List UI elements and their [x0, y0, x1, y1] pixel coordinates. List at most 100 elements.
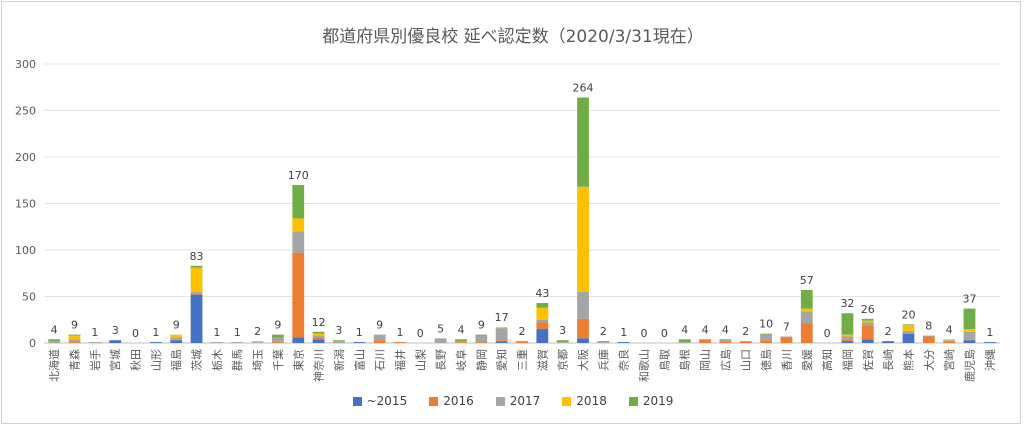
bar-segment: [861, 320, 874, 323]
total-data-label: 1: [396, 326, 403, 339]
bar-segment: [292, 252, 305, 338]
x-tick-label: 富山: [352, 349, 366, 371]
bar-segment: [536, 307, 549, 320]
bar-segment: [48, 341, 61, 343]
bar-segment: [780, 336, 793, 338]
x-tick-label: 徳島: [759, 349, 773, 371]
bar-segment: [455, 341, 467, 343]
bar-segment: [251, 341, 264, 343]
total-data-label: 5: [437, 322, 444, 335]
x-tick-label: 石川: [374, 349, 387, 371]
legend-swatch: [562, 396, 572, 406]
total-data-label: 3: [559, 324, 566, 337]
bar-segment: [800, 308, 813, 312]
total-data-label: 32: [840, 297, 854, 310]
legend-label: 2019: [642, 394, 674, 408]
x-tick-label: 沖縄: [983, 349, 997, 371]
total-data-label: 4: [702, 323, 709, 336]
x-tick-label: 大分: [922, 349, 936, 371]
x-tick-label: 奈良: [617, 349, 631, 371]
bar-segment: [190, 267, 203, 292]
total-data-label: 2: [519, 325, 526, 338]
x-tick-label: 滋賀: [536, 349, 549, 371]
bar-segment: [983, 342, 996, 343]
total-data-label: 9: [478, 319, 485, 332]
bar-segment: [800, 323, 813, 343]
bar-segment: [841, 334, 854, 337]
bar-segment: [475, 334, 488, 336]
total-data-label: 4: [946, 323, 953, 336]
bar-segment: [800, 311, 813, 324]
x-tick-label: 和歌山: [637, 349, 651, 382]
total-data-label: 0: [661, 327, 668, 340]
bar-segment: [556, 342, 569, 343]
bar-segment: [88, 342, 101, 343]
bar-segment: [68, 339, 81, 343]
bar-segment: [597, 341, 610, 343]
bar-segment: [68, 342, 81, 343]
bar-segment: [699, 339, 711, 343]
total-data-label: 4: [457, 323, 464, 336]
bar-segment: [922, 335, 935, 337]
total-data-label: 9: [71, 319, 78, 332]
bar-segment: [861, 325, 874, 340]
legend-swatch: [628, 396, 638, 406]
legend-item: 2018: [562, 394, 607, 408]
x-tick-label: 宮城: [108, 349, 122, 371]
y-tick-label: 300: [15, 58, 36, 71]
total-data-label: 37: [962, 293, 976, 306]
bar-segment: [333, 340, 345, 342]
bar-segment: [475, 335, 488, 343]
bar-segment: [861, 318, 874, 321]
legend-swatch: [495, 396, 505, 406]
bar-segment: [943, 340, 956, 342]
bar-segment: [312, 337, 325, 340]
total-data-label: 1: [356, 326, 363, 339]
bar-segment: [678, 342, 691, 343]
bar-segment: [190, 265, 203, 268]
total-data-label: 7: [783, 320, 790, 333]
bar-segment: [455, 342, 467, 343]
total-data-label: 2: [885, 325, 892, 338]
bar-segment: [882, 341, 895, 343]
total-data-label: 1: [620, 326, 627, 339]
bar-segment: [719, 339, 732, 341]
x-tick-label: 兵庫: [596, 349, 610, 371]
total-data-label: 3: [112, 324, 119, 337]
bar-segment: [333, 341, 345, 343]
x-tick-label: 千葉: [271, 349, 285, 371]
legend-swatch: [352, 396, 362, 406]
x-tick-label: 愛媛: [800, 349, 814, 371]
bar-segment: [577, 338, 589, 343]
bar-segment: [190, 291, 203, 294]
bar-segment: [149, 342, 162, 343]
bar-segment: [190, 293, 203, 295]
total-data-label: 12: [312, 316, 326, 329]
total-data-label: 1: [986, 326, 993, 339]
total-data-label: 9: [376, 319, 383, 332]
bar-segment: [68, 334, 81, 336]
bar-segment: [373, 334, 386, 341]
bar-segment: [455, 339, 467, 342]
bar-segment: [943, 339, 956, 341]
total-data-label: 3: [335, 324, 342, 337]
total-data-label: 17: [495, 311, 509, 324]
bar-segment: [719, 341, 732, 343]
bar-segment: [902, 325, 915, 331]
legend-label: ~2015: [366, 394, 408, 408]
x-tick-label: 京都: [556, 349, 570, 371]
x-tick-label: 鳥取: [657, 349, 671, 371]
bar-segment: [292, 231, 305, 253]
total-data-label: 0: [641, 327, 648, 340]
bar-segment: [312, 333, 325, 336]
bar-segment: [861, 322, 874, 326]
bar-segment: [943, 341, 956, 343]
bar-segment: [963, 339, 976, 341]
y-tick-label: 200: [15, 151, 36, 164]
total-data-label: 1: [91, 326, 98, 339]
total-data-label: 8: [925, 320, 932, 333]
total-data-label: 83: [190, 250, 204, 263]
total-data-label: 26: [861, 303, 875, 316]
bar-segment: [312, 335, 325, 338]
